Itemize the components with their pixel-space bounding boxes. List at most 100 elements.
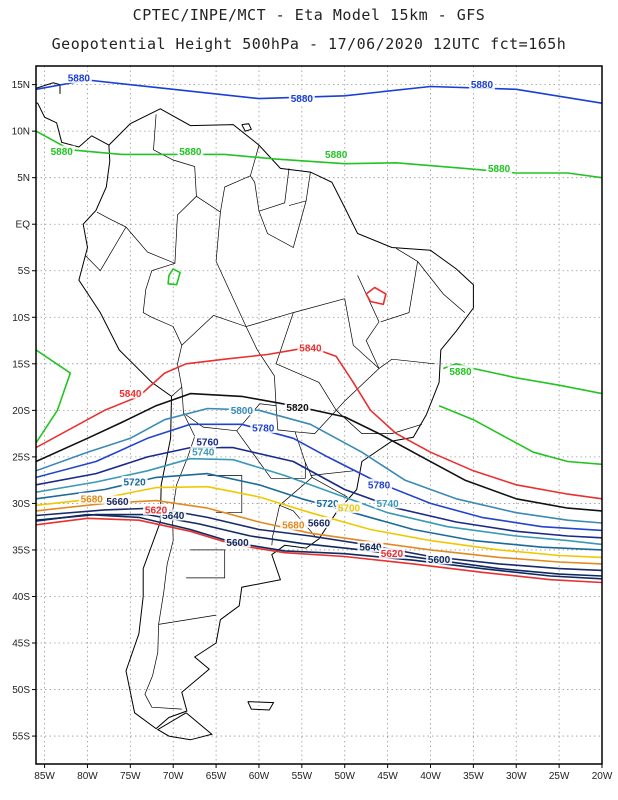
political-border: [246, 298, 345, 327]
political-border: [215, 212, 221, 262]
lat-tick-label: 15S: [12, 359, 30, 370]
contour-label-bg: [378, 547, 405, 559]
political-border: [275, 312, 337, 434]
political-border: [96, 114, 197, 264]
contour-label-5700: 5700: [338, 504, 361, 515]
contour-label-bg: [104, 495, 131, 507]
lat-tick-label: 15N: [12, 80, 30, 91]
contour-line-5680: [36, 499, 602, 565]
lat-tick-label: 5S: [18, 266, 31, 277]
lat-tick-label: 50S: [12, 685, 30, 696]
contour-label-bg: [160, 509, 187, 521]
contour-label-5640: 5640: [359, 543, 382, 554]
political-border: [417, 261, 466, 313]
political-border: [378, 358, 435, 369]
contour-line-5640: [36, 513, 602, 577]
contour-label-bg: [48, 145, 75, 157]
coastline: [78, 108, 474, 730]
lat-tick-label: 30S: [12, 499, 30, 510]
contour-label-5620: 5620: [145, 505, 168, 516]
contour-label-bg: [323, 148, 350, 160]
contour-label-bg: [78, 492, 105, 504]
contour-label-5880: 5880: [68, 74, 91, 85]
contour-label-5880: 5880: [488, 164, 511, 175]
lat-tick-label: 5N: [17, 173, 30, 184]
contour-label-bg: [284, 401, 311, 413]
contour-label-bg: [447, 365, 474, 377]
lon-tick-label: 45W: [377, 771, 398, 782]
lat-tick-label: 10S: [12, 313, 30, 324]
political-border: [215, 261, 247, 327]
lon-tick-label: 20W: [592, 771, 613, 782]
contour-label-5680: 5680: [282, 520, 305, 531]
contour-label-bg: [143, 503, 170, 515]
lon-tick-label: 50W: [334, 771, 355, 782]
contour-line-5660: [36, 507, 602, 572]
contour-label-5740: 5740: [192, 448, 215, 459]
lat-tick-label: 20S: [12, 406, 30, 417]
contour-line-5840: [36, 346, 602, 500]
contour-label-5740: 5740: [376, 499, 399, 510]
political-border: [144, 412, 196, 710]
contour-label-5640: 5640: [162, 511, 185, 522]
height-contours: 5880 5880 5880 5880 5880 5880 5880 5880 5840 5840…: [36, 72, 602, 584]
contour-label-bg: [336, 502, 363, 514]
contour-line-5700: [36, 485, 602, 559]
contour-line-5620: [36, 517, 602, 584]
lon-tick-label: 40W: [420, 771, 441, 782]
contour-label-5680: 5680: [81, 494, 104, 505]
political-border: [186, 549, 226, 579]
contour-line-5880: [36, 130, 602, 179]
lat-tick-label: 45S: [12, 639, 30, 650]
contour-label-bg: [65, 72, 92, 84]
contour-label-bg: [468, 78, 495, 90]
lon-tick-label: 55W: [292, 771, 313, 782]
contour-label-bg: [426, 553, 453, 565]
contour-label-5720: 5720: [316, 499, 339, 510]
contour-label-5780: 5780: [368, 480, 391, 491]
contour-label-bg: [357, 541, 384, 553]
lon-tick-label: 30W: [506, 771, 527, 782]
contour-label-bg: [297, 341, 324, 353]
contour-label-5660: 5660: [106, 497, 129, 508]
contour-label-bg: [190, 446, 217, 458]
contour-label-bg: [288, 92, 315, 104]
contour-line-5880: [438, 404, 602, 466]
contour-label-5880: 5880: [471, 80, 494, 91]
contour-label-5880: 5880: [291, 94, 314, 105]
contour-label-5880: 5880: [179, 147, 202, 158]
contour-label-5660: 5660: [308, 518, 331, 529]
contour-label-bg: [121, 476, 148, 488]
contour-label-bg: [314, 497, 341, 509]
contour-line-5880: [36, 79, 602, 104]
plot-frame: [35, 65, 603, 765]
lat-tick-label: 55S: [12, 732, 30, 743]
contour-label-bg: [117, 387, 144, 399]
coastlines: [36, 82, 474, 741]
lon-tick-label: 60W: [249, 771, 270, 782]
contour-label-bg: [374, 497, 401, 509]
political-border: [158, 614, 217, 625]
political-border: [271, 505, 280, 546]
contour-line-5780: [36, 423, 602, 532]
political-border: [196, 145, 260, 213]
political-border: [258, 200, 307, 249]
contour-label-5820: 5820: [286, 403, 309, 414]
contour-line-5880: [167, 268, 181, 286]
lon-tick-label: 80W: [77, 771, 98, 782]
lat-tick-label: 25S: [12, 452, 30, 463]
contour-label-bg: [224, 536, 251, 548]
lat-tick-label: 40S: [12, 592, 30, 603]
lon-tick-label: 25W: [549, 771, 570, 782]
political-border: [142, 262, 183, 397]
contour-line-5800: [36, 407, 602, 524]
contour-label-bg: [280, 518, 307, 530]
contour-line-5740: [36, 457, 602, 546]
contour-label-5880: 5880: [325, 150, 348, 161]
contour-label-5600: 5600: [428, 555, 451, 566]
contour-label-bg: [486, 162, 513, 174]
contour-label-bg: [194, 435, 221, 447]
lon-tick-label: 75W: [120, 771, 141, 782]
